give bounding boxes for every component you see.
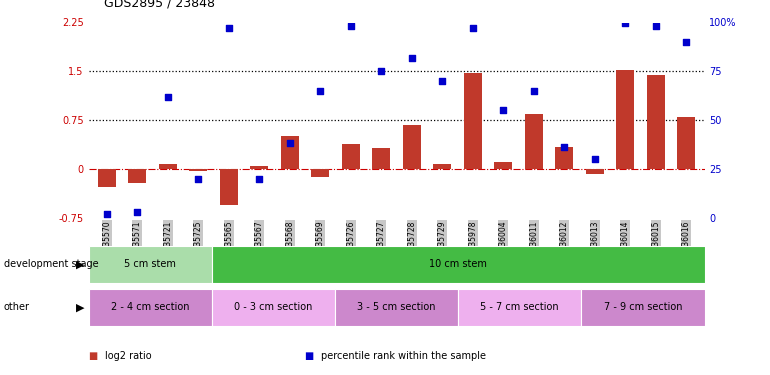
Bar	[434, 164, 451, 169]
Text: 5 cm stem: 5 cm stem	[124, 260, 176, 269]
Bar	[464, 72, 482, 169]
Bar	[89, 246, 212, 283]
Text: GSM36012: GSM36012	[560, 220, 569, 262]
Bar	[128, 169, 146, 183]
Bar	[586, 169, 604, 174]
Point	[101, 211, 113, 217]
Point	[619, 20, 631, 26]
Bar	[250, 165, 269, 169]
Point	[131, 209, 143, 214]
Bar	[342, 144, 360, 169]
Point	[650, 23, 662, 29]
Bar	[524, 114, 543, 169]
Point	[162, 94, 174, 100]
Text: percentile rank within the sample: percentile rank within the sample	[321, 351, 486, 361]
Point	[283, 140, 296, 146]
Bar	[98, 169, 116, 187]
Text: GSM36013: GSM36013	[591, 220, 599, 262]
Text: GSM35565: GSM35565	[224, 220, 233, 262]
Text: GSM35721: GSM35721	[163, 220, 172, 262]
Text: ■: ■	[304, 351, 313, 361]
Bar	[494, 162, 512, 169]
Text: 5 - 7 cm section: 5 - 7 cm section	[480, 303, 559, 312]
Text: 0 - 3 cm section: 0 - 3 cm section	[234, 303, 313, 312]
Bar	[159, 164, 177, 169]
Text: 7 - 9 cm section: 7 - 9 cm section	[604, 303, 682, 312]
Bar	[677, 117, 695, 169]
Bar	[616, 70, 634, 169]
Text: GSM35729: GSM35729	[438, 220, 447, 262]
Bar	[212, 246, 705, 283]
Text: GSM36004: GSM36004	[499, 220, 507, 262]
Text: GSM36014: GSM36014	[621, 220, 630, 262]
Text: GSM35568: GSM35568	[286, 220, 294, 262]
Point	[588, 156, 601, 162]
Text: ▶: ▶	[76, 260, 85, 269]
Bar	[189, 169, 207, 171]
Point	[467, 26, 479, 32]
Bar	[311, 169, 330, 177]
Bar	[372, 148, 390, 169]
Point	[253, 176, 266, 181]
Text: GSM36016: GSM36016	[681, 220, 691, 262]
Bar	[212, 289, 335, 326]
Text: GSM35726: GSM35726	[346, 220, 355, 262]
Text: 2 - 4 cm section: 2 - 4 cm section	[111, 303, 189, 312]
Bar	[555, 147, 574, 169]
Text: development stage: development stage	[4, 260, 99, 269]
Text: GSM35570: GSM35570	[102, 220, 112, 262]
Point	[375, 68, 387, 74]
Bar	[281, 136, 299, 169]
Text: GSM35569: GSM35569	[316, 220, 325, 262]
Point	[680, 39, 692, 45]
Bar	[335, 289, 458, 326]
Bar	[89, 289, 212, 326]
Point	[192, 176, 205, 181]
Text: GSM36015: GSM36015	[651, 220, 660, 262]
Text: GDS2895 / 23848: GDS2895 / 23848	[104, 0, 215, 9]
Bar	[458, 289, 581, 326]
Text: ■: ■	[89, 351, 98, 361]
Text: ▶: ▶	[76, 303, 85, 312]
Point	[558, 144, 571, 150]
Point	[497, 107, 510, 113]
Text: GSM35567: GSM35567	[255, 220, 264, 262]
Text: GSM35728: GSM35728	[407, 220, 417, 262]
Point	[406, 55, 418, 61]
Bar	[403, 124, 421, 169]
Text: 10 cm stem: 10 cm stem	[429, 260, 487, 269]
Point	[436, 78, 448, 84]
Point	[527, 88, 540, 94]
Text: GSM36011: GSM36011	[529, 220, 538, 262]
Text: GSM35978: GSM35978	[468, 220, 477, 262]
Text: other: other	[4, 303, 30, 312]
Point	[223, 26, 235, 32]
Text: GSM35725: GSM35725	[194, 220, 203, 262]
Point	[314, 88, 326, 94]
Text: GSM35571: GSM35571	[133, 220, 142, 262]
Bar	[647, 75, 665, 169]
Text: log2 ratio: log2 ratio	[105, 351, 152, 361]
Point	[345, 23, 357, 29]
Bar	[219, 169, 238, 204]
Text: GSM35727: GSM35727	[377, 220, 386, 262]
Bar	[581, 289, 705, 326]
Text: 3 - 5 cm section: 3 - 5 cm section	[357, 303, 436, 312]
